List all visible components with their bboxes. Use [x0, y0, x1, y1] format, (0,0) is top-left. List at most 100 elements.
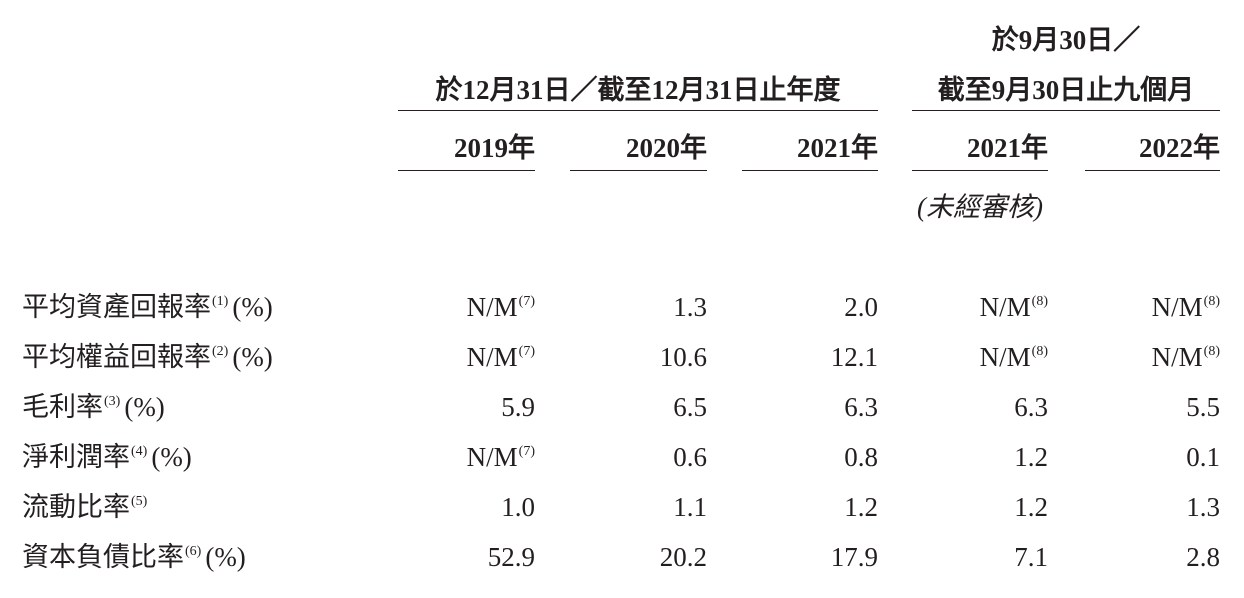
cell-value: 1.3 — [1186, 492, 1220, 522]
cell-value: 17.9 — [830, 542, 878, 572]
cell-value: 7.1 — [1014, 542, 1048, 572]
unit: (%) — [124, 392, 165, 422]
footnote-ref: (5) — [131, 494, 148, 509]
label-text: 資本負債比率 — [22, 542, 184, 572]
unit: (%) — [205, 542, 246, 572]
cell-value: 0.6 — [673, 442, 707, 472]
year-rule — [398, 170, 535, 171]
cell: 6.3 — [742, 391, 878, 423]
cell: 2.8 — [1085, 541, 1220, 573]
cell: 1.1 — [570, 491, 707, 523]
unit: (%) — [232, 342, 273, 372]
year-header: 2021年 — [797, 133, 878, 163]
label-text: 平均資產回報率 — [22, 292, 211, 322]
cell: 17.9 — [742, 541, 878, 573]
row-label: 平均資產回報率(1) (%) — [22, 291, 273, 329]
cell-value: N/M — [466, 342, 518, 372]
cell: N/M(8) — [1085, 341, 1220, 379]
cell-value: 6.5 — [673, 392, 707, 422]
footnote-ref: (8) — [1203, 344, 1220, 359]
footnote-ref: (2) — [212, 344, 229, 359]
row-label: 流動比率(5) — [22, 491, 147, 529]
cell-value: N/M — [1151, 342, 1203, 372]
label-text: 平均權益回報率 — [22, 342, 211, 372]
cell: 1.2 — [742, 491, 878, 523]
cell-value: 5.5 — [1186, 392, 1220, 422]
cell: N/M(7) — [398, 291, 535, 329]
group-header: 於12月31日／截至12月31日止年度 — [435, 75, 841, 105]
cell-value: 2.8 — [1186, 542, 1220, 572]
footnote-ref: (1) — [212, 294, 229, 309]
cell: N/M(7) — [398, 441, 535, 479]
cell: 0.1 — [1085, 441, 1220, 473]
cell-value: 0.1 — [1186, 442, 1220, 472]
cell-value: 52.9 — [487, 542, 535, 572]
cell-value: 1.2 — [1014, 492, 1048, 522]
row-label: 資本負債比率(6) (%) — [22, 541, 246, 579]
group-rule — [912, 110, 1220, 111]
cell-value: 10.6 — [659, 342, 707, 372]
cell: 12.1 — [742, 341, 878, 373]
year-header: 2021年 — [967, 133, 1048, 163]
group-rule — [398, 110, 878, 111]
cell-value: N/M — [466, 442, 518, 472]
cell-value: N/M — [466, 292, 518, 322]
row-label: 毛利率(3) (%) — [22, 391, 165, 429]
cell-value: 1.0 — [501, 492, 535, 522]
cell-value: 6.3 — [844, 392, 878, 422]
cell: 1.2 — [912, 441, 1048, 473]
cell: 6.5 — [570, 391, 707, 423]
cell-value: 1.1 — [673, 492, 707, 522]
cell: 5.5 — [1085, 391, 1220, 423]
unit: (%) — [232, 292, 273, 322]
cell: N/M(8) — [912, 341, 1048, 379]
year-rule — [742, 170, 878, 171]
cell-value: 6.3 — [1014, 392, 1048, 422]
cell: 0.8 — [742, 441, 878, 473]
cell-value: 1.2 — [1014, 442, 1048, 472]
label-text: 毛利率 — [22, 392, 103, 422]
cell: 1.3 — [570, 291, 707, 323]
cell: 2.0 — [742, 291, 878, 323]
cell: N/M(8) — [1085, 291, 1220, 329]
cell-value: 0.8 — [844, 442, 878, 472]
cell-value: N/M — [979, 292, 1031, 322]
cell: 6.3 — [912, 391, 1048, 423]
row-label: 平均權益回報率(2) (%) — [22, 341, 273, 379]
footnote-ref: (8) — [1031, 294, 1048, 309]
row-label: 淨利潤率(4) (%) — [22, 441, 192, 479]
cell-value: 1.3 — [673, 292, 707, 322]
year-header: 2022年 — [1139, 133, 1220, 163]
cell: 52.9 — [398, 541, 535, 573]
cell-value: N/M — [1151, 292, 1203, 322]
cell: N/M(8) — [912, 291, 1048, 329]
label-text: 淨利潤率 — [22, 442, 130, 472]
footnote-ref: (7) — [518, 294, 535, 309]
cell-value: 5.9 — [501, 392, 535, 422]
year-rule — [912, 170, 1048, 171]
footnote-ref: (7) — [518, 344, 535, 359]
cell-value: 20.2 — [659, 542, 707, 572]
unit: (%) — [151, 442, 192, 472]
cell: 1.2 — [912, 491, 1048, 523]
cell: 20.2 — [570, 541, 707, 573]
cell-value: 1.2 — [844, 492, 878, 522]
cell: 1.3 — [1085, 491, 1220, 523]
footnote-ref: (8) — [1031, 344, 1048, 359]
cell-value: 12.1 — [830, 342, 878, 372]
year-header: 2020年 — [626, 133, 707, 163]
cell: N/M(7) — [398, 341, 535, 379]
footnote-ref: (7) — [518, 444, 535, 459]
year-rule — [570, 170, 707, 171]
year-rule — [1085, 170, 1220, 171]
footnote-ref: (3) — [104, 394, 121, 409]
group-header: 截至9月30日止九個月 — [937, 75, 1195, 105]
cell: 7.1 — [912, 541, 1048, 573]
label-text: 流動比率 — [22, 492, 130, 522]
cell: 10.6 — [570, 341, 707, 373]
year-header: 2019年 — [454, 133, 535, 163]
cell-value: 2.0 — [844, 292, 878, 322]
cell: 5.9 — [398, 391, 535, 423]
group-header: 於9月30日／ — [991, 25, 1141, 55]
